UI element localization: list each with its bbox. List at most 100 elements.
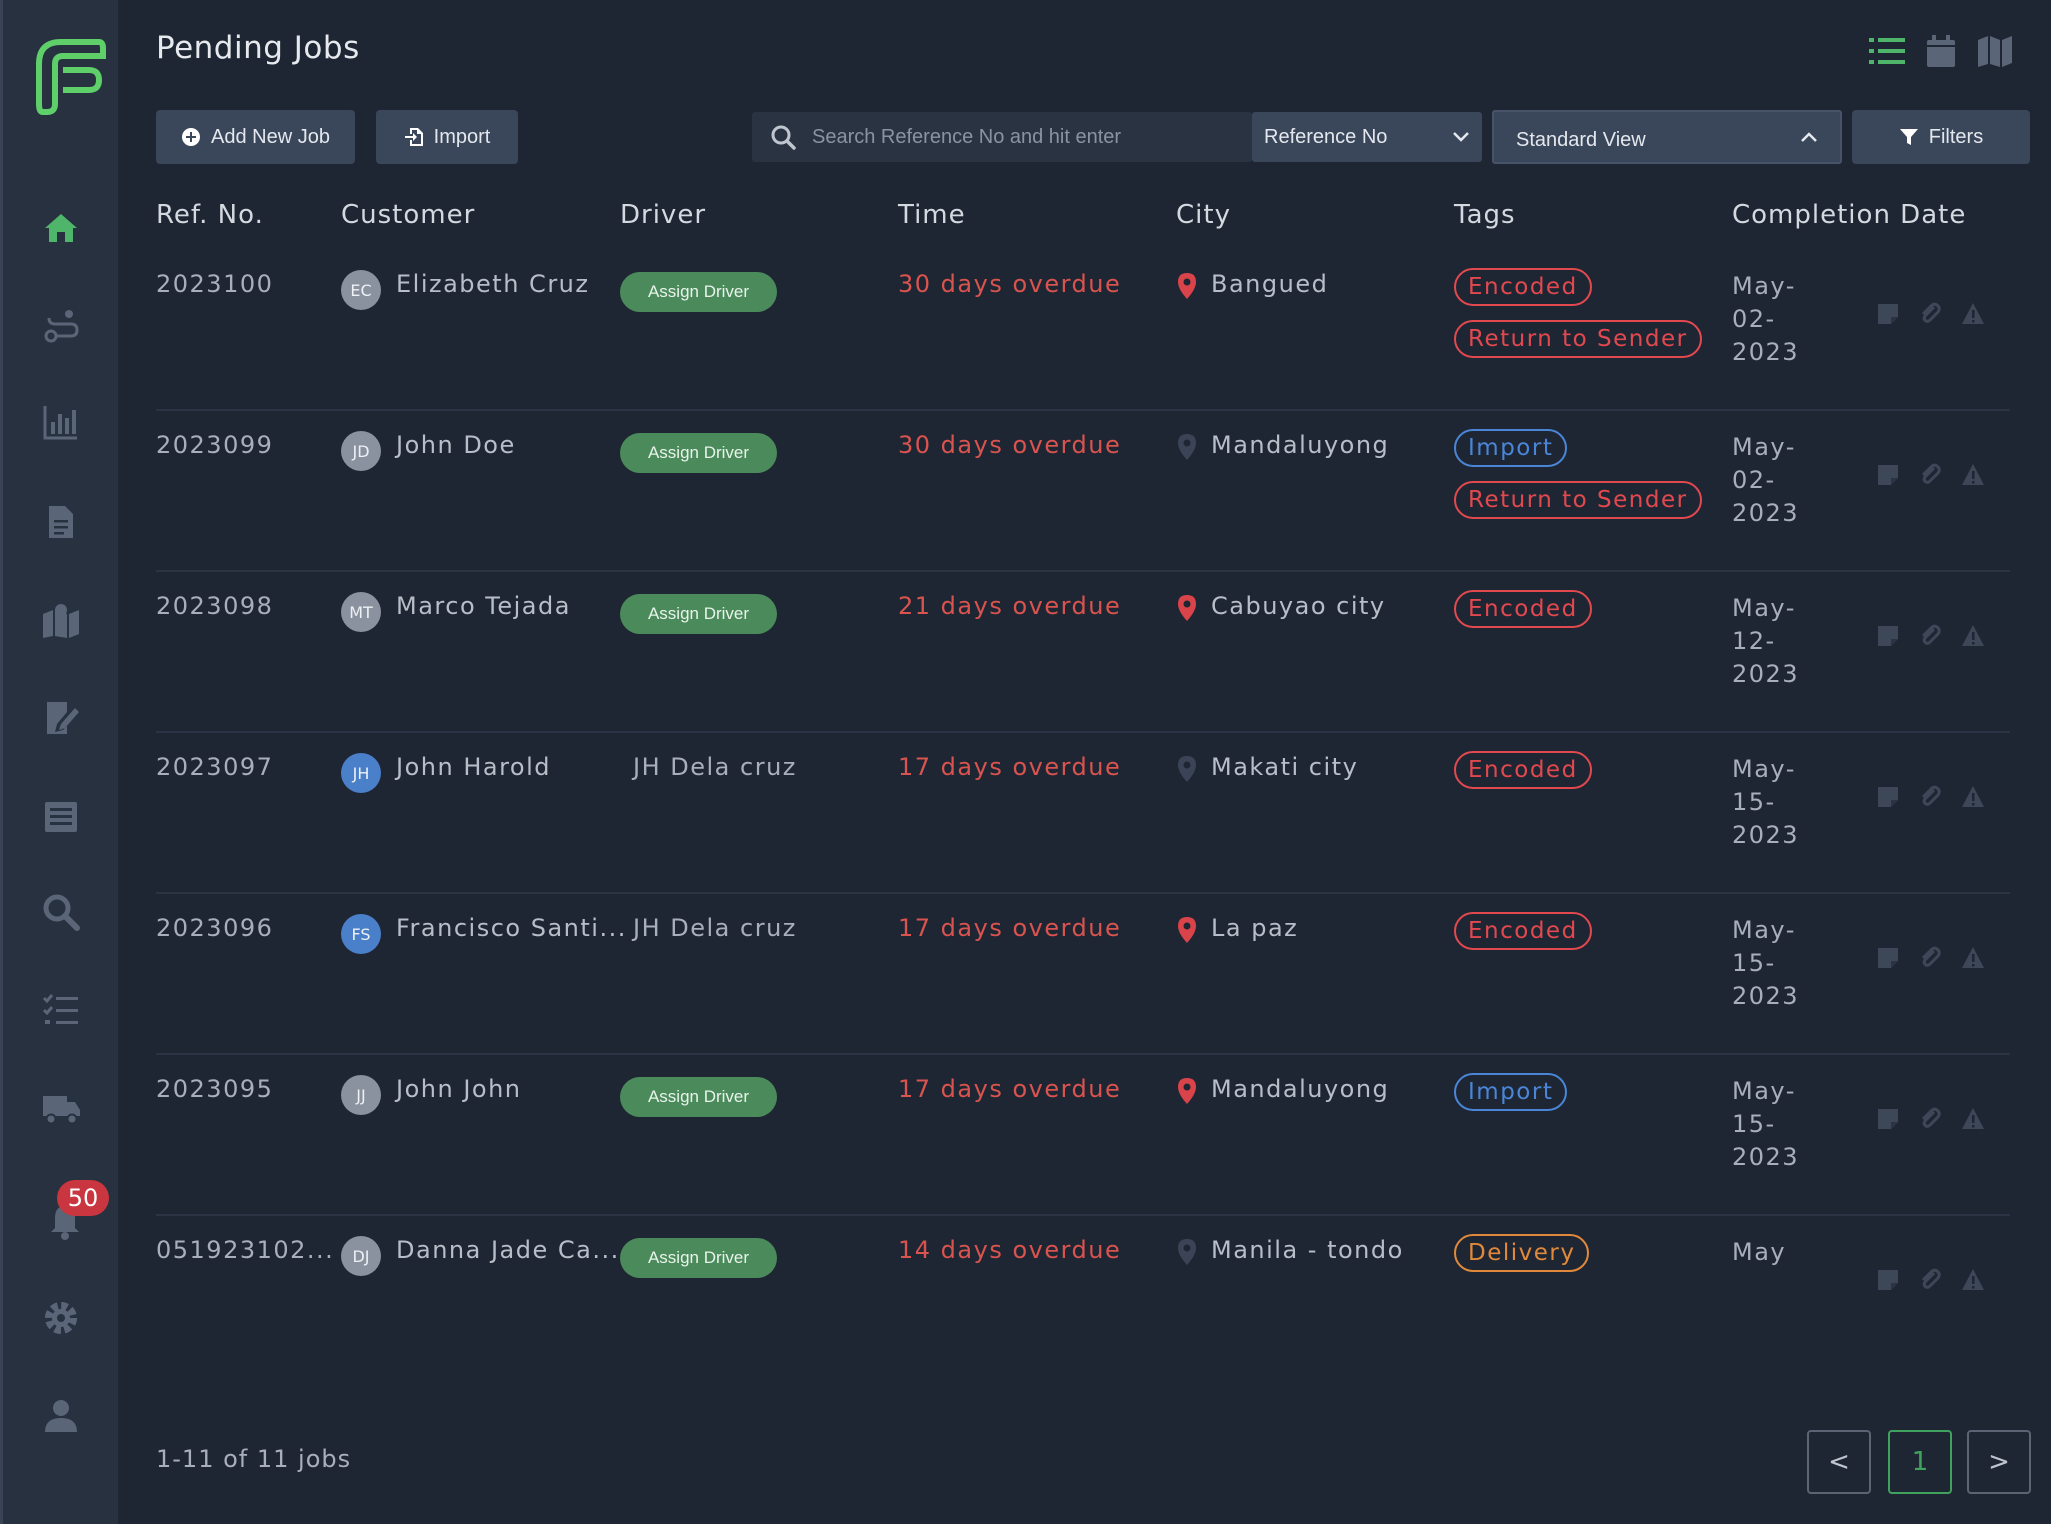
- table-row[interactable]: 2023098 MT Marco Tejada Assign Driver 21 day…: [156, 572, 2010, 733]
- filters-label: Filters: [1928, 125, 1984, 148]
- paperclip-icon[interactable]: [1918, 1107, 1942, 1131]
- column-header-driver[interactable]: Driver: [620, 200, 707, 230]
- note-icon[interactable]: [1876, 302, 1900, 326]
- customer-name: Francisco Santi...: [396, 914, 627, 942]
- column-header-tags[interactable]: Tags: [1454, 200, 1516, 230]
- edit-document-icon: [47, 702, 79, 734]
- city-name: Mandaluyong: [1211, 431, 1390, 459]
- warning-icon[interactable]: [1960, 946, 1984, 970]
- filters-button[interactable]: Filters: [1852, 110, 2030, 164]
- sidebar-item-settings[interactable]: [39, 1296, 83, 1340]
- search-input[interactable]: [812, 125, 1232, 149]
- ref-number[interactable]: 2023100: [156, 270, 274, 298]
- file-import-icon: [404, 128, 423, 146]
- page-title: Pending Jobs: [156, 30, 360, 66]
- paperclip-icon[interactable]: [1918, 1268, 1942, 1290]
- import-label: Import: [433, 125, 491, 148]
- table-row[interactable]: 2023095 JJ John John Assign Driver 17 days o…: [156, 1055, 2010, 1216]
- city-name: Manila - tondo: [1211, 1236, 1404, 1264]
- sidebar-item-map[interactable]: [39, 598, 83, 642]
- note-icon[interactable]: [1876, 1107, 1900, 1131]
- table-row[interactable]: 2023099 JD John Doe Assign Driver 30 days ov…: [156, 411, 2010, 572]
- paperclip-icon[interactable]: [1918, 946, 1942, 970]
- view-select[interactable]: Standard View: [1492, 110, 1842, 164]
- assign-driver-button[interactable]: Assign Driver: [620, 1238, 777, 1278]
- add-new-job-button[interactable]: Add New Job: [156, 110, 355, 164]
- table-row[interactable]: 2023096 FS Francisco Santi... JH Dela cruz 1…: [156, 894, 2010, 1055]
- tag-badge: Return to Sender: [1454, 481, 1702, 519]
- column-header-ref[interactable]: Ref. No.: [156, 200, 264, 230]
- warning-icon[interactable]: [1960, 785, 1984, 809]
- tag-badge: Encoded: [1454, 912, 1592, 950]
- paperclip-icon[interactable]: [1918, 463, 1942, 487]
- assign-driver-button[interactable]: Assign Driver: [620, 594, 777, 634]
- row-actions: [1876, 1268, 1984, 1290]
- customer-name: Marco Tejada: [396, 592, 571, 620]
- warning-icon[interactable]: [1960, 624, 1984, 648]
- search-field-select[interactable]: Reference No: [1252, 112, 1482, 162]
- sidebar-item-routes[interactable]: [39, 304, 83, 348]
- ref-number[interactable]: 2023096: [156, 914, 274, 942]
- sidebar-item-tasks[interactable]: [39, 988, 83, 1032]
- sidebar-item-invoices[interactable]: [39, 794, 83, 838]
- assign-driver-button[interactable]: Assign Driver: [620, 433, 777, 473]
- ref-number[interactable]: 2023097: [156, 753, 274, 781]
- tag-badge: Encoded: [1454, 751, 1592, 789]
- assign-driver-button[interactable]: Assign Driver: [620, 272, 777, 312]
- user-icon: [45, 1400, 77, 1432]
- import-button[interactable]: Import: [376, 110, 518, 164]
- city-name: La paz: [1211, 914, 1299, 942]
- tag-badge: Import: [1454, 429, 1568, 467]
- paperclip-icon[interactable]: [1918, 624, 1942, 648]
- paperclip-icon[interactable]: [1918, 302, 1942, 326]
- sidebar-item-signatures[interactable]: [39, 696, 83, 740]
- column-header-customer[interactable]: Customer: [341, 200, 476, 230]
- table-row[interactable]: 2023100 EC Elizabeth Cruz Assign Driver 30 d…: [156, 250, 2010, 411]
- warning-icon[interactable]: [1960, 463, 1984, 487]
- warning-icon[interactable]: [1960, 1107, 1984, 1131]
- sidebar-item-documents[interactable]: [39, 500, 83, 544]
- chevron-down-icon: [1453, 132, 1469, 142]
- sidebar-item-home[interactable]: [39, 206, 83, 250]
- paperclip-icon[interactable]: [1918, 785, 1942, 809]
- pagination-summary: 1-11 of 11 jobs: [156, 1445, 352, 1473]
- column-header-time[interactable]: Time: [898, 200, 966, 230]
- sidebar-item-search[interactable]: [39, 890, 83, 934]
- search-icon: [43, 894, 80, 931]
- note-icon[interactable]: [1876, 1268, 1900, 1290]
- truck-icon: [43, 1096, 80, 1125]
- note-icon[interactable]: [1876, 785, 1900, 809]
- warning-icon[interactable]: [1960, 302, 1984, 326]
- ref-number[interactable]: 2023098: [156, 592, 274, 620]
- sidebar-item-vehicles[interactable]: [39, 1086, 83, 1130]
- view-select-value: Standard View: [1516, 128, 1646, 151]
- customer-name: Elizabeth Cruz: [396, 270, 590, 298]
- table-row[interactable]: 051923102... DJ Danna Jade Ca... Assign Dri…: [156, 1216, 2010, 1290]
- note-icon[interactable]: [1876, 463, 1900, 487]
- home-icon: [45, 214, 77, 242]
- page-1-button[interactable]: 1: [1888, 1430, 1952, 1494]
- column-header-completion-date[interactable]: Completion Date: [1732, 200, 1967, 230]
- next-page-button[interactable]: >: [1967, 1430, 2031, 1494]
- calendar-view-icon[interactable]: [1923, 34, 1959, 68]
- table-row[interactable]: 2023097 JH John Harold JH Dela cruz 17 days …: [156, 733, 2010, 894]
- note-icon[interactable]: [1876, 946, 1900, 970]
- note-icon[interactable]: [1876, 624, 1900, 648]
- sidebar-item-reports[interactable]: [39, 400, 83, 444]
- ref-number[interactable]: 2023099: [156, 431, 274, 459]
- completion-date: May-02-2023: [1732, 272, 1800, 366]
- assign-driver-button[interactable]: Assign Driver: [620, 1077, 777, 1117]
- prev-page-button[interactable]: <: [1807, 1430, 1871, 1494]
- sidebar-item-profile[interactable]: [39, 1394, 83, 1438]
- completion-date: May-15-2023: [1732, 755, 1800, 849]
- ref-number[interactable]: 051923102...: [156, 1236, 335, 1264]
- ref-number[interactable]: 2023095: [156, 1075, 274, 1103]
- map-view-icon[interactable]: [1977, 34, 2013, 68]
- column-header-city[interactable]: City: [1176, 200, 1231, 230]
- gear-icon: [45, 1302, 77, 1334]
- tag-badge: Return to Sender: [1454, 320, 1702, 358]
- warning-icon[interactable]: [1960, 1268, 1984, 1290]
- list-view-icon[interactable]: [1869, 34, 1905, 68]
- location-pin-icon: [1178, 1078, 1196, 1104]
- avatar: DJ: [341, 1236, 381, 1276]
